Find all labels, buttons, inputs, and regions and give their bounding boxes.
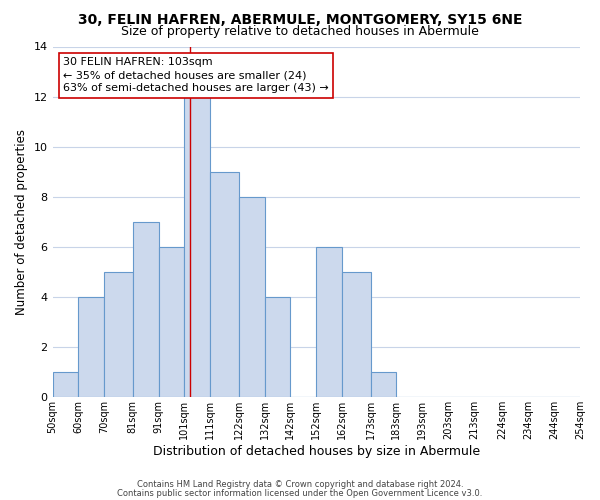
Text: 30 FELIN HAFREN: 103sqm
← 35% of detached houses are smaller (24)
63% of semi-de: 30 FELIN HAFREN: 103sqm ← 35% of detache…: [63, 57, 329, 94]
X-axis label: Distribution of detached houses by size in Abermule: Distribution of detached houses by size …: [153, 444, 480, 458]
Bar: [104, 272, 133, 397]
Bar: [316, 246, 342, 397]
Bar: [210, 172, 239, 397]
Bar: [79, 296, 104, 397]
Text: Size of property relative to detached houses in Abermule: Size of property relative to detached ho…: [121, 25, 479, 38]
Text: Contains public sector information licensed under the Open Government Licence v3: Contains public sector information licen…: [118, 488, 482, 498]
Bar: [158, 246, 184, 397]
Bar: [239, 196, 265, 397]
Bar: [265, 296, 290, 397]
Y-axis label: Number of detached properties: Number of detached properties: [15, 128, 28, 314]
Bar: [53, 372, 79, 397]
Bar: [133, 222, 158, 397]
Bar: [371, 372, 397, 397]
Text: 30, FELIN HAFREN, ABERMULE, MONTGOMERY, SY15 6NE: 30, FELIN HAFREN, ABERMULE, MONTGOMERY, …: [78, 12, 522, 26]
Bar: [184, 72, 210, 397]
Text: Contains HM Land Registry data © Crown copyright and database right 2024.: Contains HM Land Registry data © Crown c…: [137, 480, 463, 489]
Bar: [342, 272, 371, 397]
